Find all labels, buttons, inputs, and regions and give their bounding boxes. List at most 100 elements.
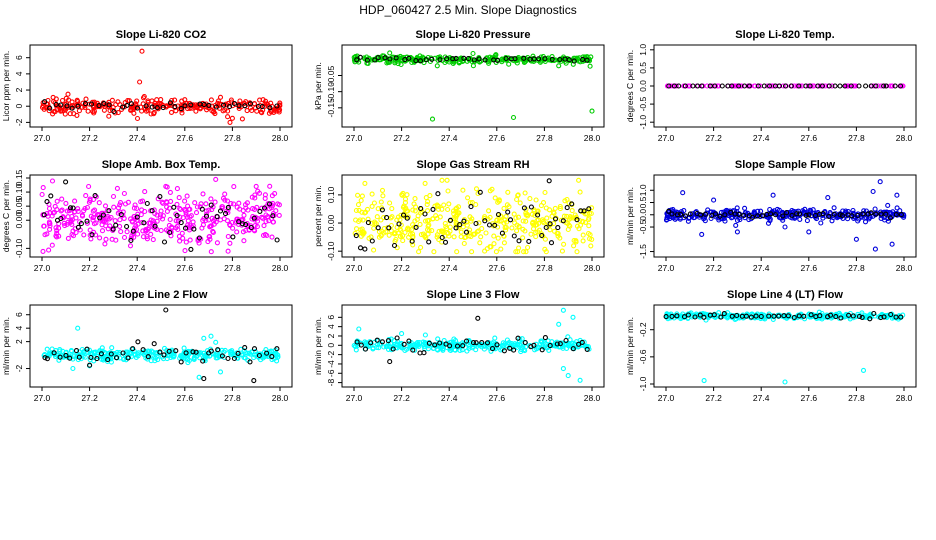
data-point [387, 200, 393, 206]
data-point [353, 226, 360, 232]
data-point [217, 208, 224, 214]
data-point [193, 349, 199, 355]
data-point [495, 235, 501, 241]
data-point [106, 102, 112, 108]
data-point [357, 227, 364, 233]
data-point [140, 234, 147, 240]
data-point [262, 101, 268, 107]
data-point [164, 208, 170, 214]
data-point [389, 206, 395, 212]
data-point [479, 226, 485, 232]
y-tick-label: 0.00 [326, 214, 336, 231]
data-point [473, 347, 479, 353]
data-point [547, 343, 553, 349]
data-point [737, 214, 743, 220]
data-point [577, 377, 583, 383]
panel-2: Slope Li-820 Pressure kPa per min. 27.0 27.… [313, 29, 605, 143]
data-point [511, 233, 517, 239]
data-point [254, 215, 260, 221]
data-point [430, 206, 436, 212]
data-point [577, 189, 583, 195]
data-point [672, 216, 678, 222]
data-point [193, 108, 199, 114]
data-point [70, 205, 76, 211]
data-point [92, 350, 98, 356]
data-point [199, 206, 205, 212]
data-point [758, 313, 764, 320]
data-point [203, 213, 210, 219]
y-tick-label: 0.0 [638, 80, 648, 92]
data-point [51, 99, 57, 105]
data-point [174, 223, 180, 229]
data-point [717, 213, 723, 219]
data-point [818, 220, 824, 226]
data-point [699, 231, 705, 237]
data-point [178, 206, 184, 213]
data-point [476, 220, 482, 226]
data-point [134, 214, 140, 220]
data-point [143, 228, 149, 234]
y-tick-label: 6 [326, 315, 336, 320]
data-point [128, 101, 134, 107]
data-point [574, 217, 580, 223]
data-point [584, 346, 590, 352]
data-point [587, 63, 593, 69]
data-point [161, 345, 168, 351]
data-point [453, 55, 459, 61]
x-tick-label: 28.0 [896, 133, 913, 143]
data-point [231, 201, 237, 207]
data-point [163, 307, 169, 313]
data-point [586, 206, 592, 212]
data-point [794, 211, 800, 217]
data-point [898, 314, 904, 320]
data-point [797, 211, 803, 217]
data-point [728, 209, 734, 215]
data-point [64, 208, 70, 214]
data-point [755, 208, 761, 214]
data-point [183, 239, 189, 245]
y-tick-label: -8 [326, 379, 336, 387]
data-point [530, 226, 537, 232]
data-point [729, 313, 735, 319]
y-tick-label: -0.05 [326, 66, 336, 86]
data-point [239, 116, 245, 122]
data-point [461, 55, 467, 61]
data-point [578, 208, 584, 214]
data-point [585, 344, 591, 350]
data-point [514, 56, 520, 62]
data-point [425, 231, 431, 237]
data-point [802, 206, 808, 212]
series-all [41, 325, 281, 380]
data-point [422, 211, 428, 217]
data-point [52, 203, 58, 209]
y-tick-label: 1.0 [638, 184, 648, 196]
data-point [99, 345, 105, 351]
data-point [881, 314, 887, 320]
data-point [464, 222, 470, 228]
plot-frame [29, 44, 293, 128]
data-point [108, 351, 114, 357]
y-axis-label: ml/min per min. [625, 317, 635, 375]
data-point [128, 107, 134, 113]
data-point [101, 101, 107, 107]
data-point [174, 213, 180, 219]
data-point [83, 193, 89, 199]
y-tick-label: 4 [14, 326, 24, 331]
y-tick-label: 0.15 [14, 169, 24, 186]
x-tick-label: 27.6 [489, 133, 506, 143]
data-point [267, 105, 273, 111]
data-point [379, 187, 386, 193]
data-point [78, 221, 84, 227]
data-point [121, 356, 127, 363]
data-point [213, 176, 219, 182]
data-point [80, 100, 86, 106]
data-point [203, 208, 210, 214]
panel-title: Slope Sample Flow [735, 159, 836, 171]
data-point [89, 232, 95, 238]
data-point [56, 233, 62, 239]
data-point [456, 60, 462, 66]
data-point [393, 57, 399, 63]
data-point [716, 310, 722, 316]
y-tick-label: 1.0 [638, 44, 648, 56]
data-point [889, 83, 895, 89]
